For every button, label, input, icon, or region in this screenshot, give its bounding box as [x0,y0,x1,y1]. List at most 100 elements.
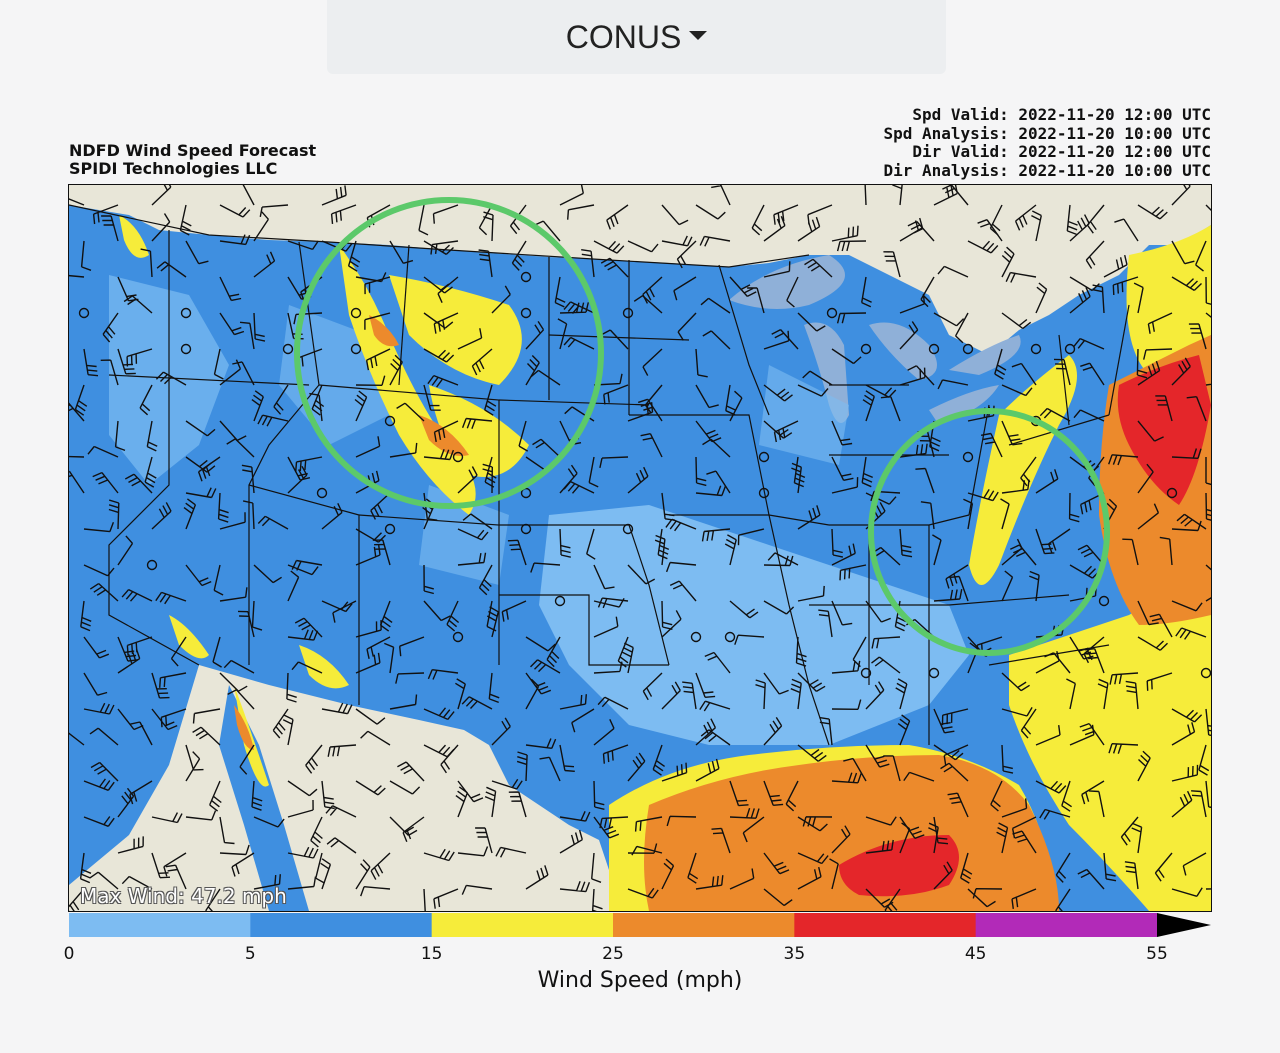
wind-barb [945,564,969,589]
wind-barb [219,359,242,386]
wind-barb [1176,513,1207,530]
wind-barb [802,816,833,827]
wind-barb [226,438,255,458]
wind-barb [92,204,119,225]
wind-barb [423,312,454,329]
wind-barb [1171,764,1199,782]
wind-barb [661,610,682,638]
wind-barb [1014,204,1037,231]
wind-barb [83,778,115,791]
wind-barb [1159,536,1173,566]
speed-35-45-areas [839,355,1211,897]
wind-barb [937,265,969,278]
wind-barb [593,240,625,254]
wind-barb [977,219,1003,242]
wind-barb [321,702,353,715]
wind-barb [1205,888,1211,890]
wind-barb [219,204,251,218]
wind-barb [129,721,153,746]
wind-barb [155,591,187,605]
wind-barb [933,861,953,890]
wind-barb [185,810,217,821]
wind-barb [593,816,620,839]
wind-barb [253,564,282,584]
calm-marker [622,307,634,319]
wind-barb [571,708,595,733]
wind-barb [294,617,323,638]
wind-barb [253,816,285,828]
wind-barb [1171,708,1203,723]
wind-barb [253,251,276,278]
wind-barb [183,498,197,530]
wind-barb [530,659,561,674]
wind-barb [83,521,115,533]
wind-barb [1175,627,1207,640]
wind-barb [1085,240,1105,269]
wind-barb [399,636,425,657]
wind-barb [967,888,996,908]
colorbar-label: Wind Speed (mph) [537,968,743,993]
wind-barb [1186,396,1207,422]
wind-barb [831,348,862,365]
wind-barb [933,708,955,734]
wind-barb [963,498,974,530]
wind-barb [1137,420,1164,442]
wind-barb [478,204,493,236]
wind-barb [899,443,928,458]
canada-land [69,185,1211,355]
wind-barb [634,816,663,832]
wind-barb [567,204,595,220]
wind-barb [69,732,85,746]
wind-barb [642,348,663,376]
region-selector[interactable]: CONUS [327,0,946,74]
wind-barb [593,780,605,810]
wind-barb [899,293,926,314]
wind-barb [593,564,615,590]
wind-barb [661,204,689,226]
wind-barb [1205,780,1211,808]
wind-barb [996,822,1009,854]
calm-marker [724,631,736,643]
wind-barb [433,420,459,443]
wind-barb [1103,852,1117,882]
wind-barb [212,636,222,668]
wind-barb [484,786,497,818]
wind-barb [155,371,187,386]
wind-barb [92,471,119,494]
wind-barb [1005,271,1037,283]
wind-barb [729,390,743,422]
wind-barb [1069,564,1101,579]
wind-barb [315,852,325,884]
wind-barb [700,297,731,314]
wind-speed-colorbar [69,913,1211,937]
calm-marker [1064,343,1076,355]
wind-barb [907,220,935,242]
wind-barb [797,585,825,602]
wind-barb [818,609,833,638]
wind-barb [1171,722,1196,746]
wind-barb [633,295,663,314]
wind-barb [1171,790,1193,818]
wind-barb [1061,780,1072,812]
wind-barb [117,648,141,674]
wind-barb [185,487,217,499]
colorbar-tick-label: 25 [602,944,624,964]
wind-barb [165,864,187,890]
wind-barb [286,672,297,703]
wind-barb [1068,492,1080,523]
wind-barb [432,204,459,224]
wind-barb [1205,492,1211,521]
wind-barb [185,564,212,587]
wind-barb [1047,528,1071,554]
wind-barb [1147,312,1173,334]
wind-barb [933,588,963,602]
wind-barb [1136,348,1148,379]
wind-speed-map[interactable] [68,184,1212,912]
wind-barb [239,321,255,350]
wind-barb [213,564,224,596]
wind-barb [880,396,901,422]
wind-barb [389,816,418,837]
calm-marker [180,307,192,319]
wind-barb [530,369,561,386]
wind-barb [1081,780,1105,805]
